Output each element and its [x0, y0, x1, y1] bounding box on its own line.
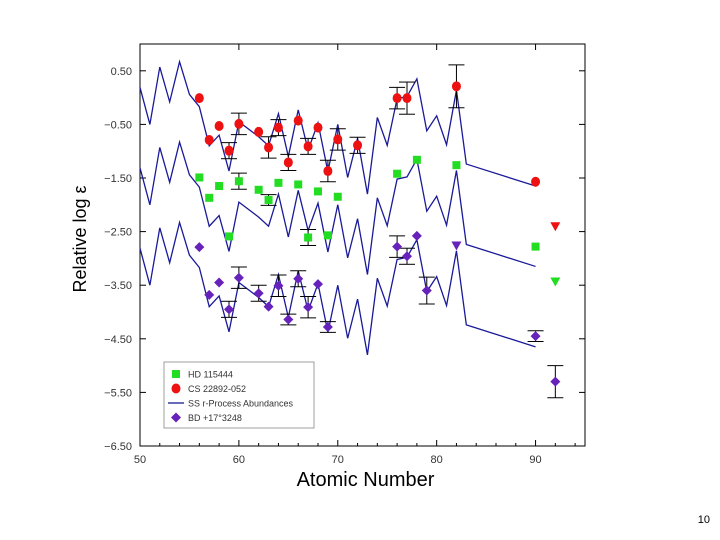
bd17-point: [233, 272, 244, 283]
cs22892-point: [204, 134, 214, 145]
y-tick-label: −2.50: [104, 227, 132, 239]
y-axis-title: Relative log ε: [70, 185, 90, 292]
bd17-point: [411, 230, 422, 241]
legend-label: BD +17°3248: [188, 413, 242, 423]
cs22892-point: [273, 122, 283, 133]
bd17-point: [303, 302, 314, 313]
hd115444-upper-limit: [550, 277, 561, 287]
hd115444-point: [333, 192, 342, 201]
hd115444-point: [254, 185, 263, 194]
hd115444-point: [205, 193, 214, 202]
bd17-point: [392, 241, 403, 252]
legend-marker-cs22892: [171, 383, 181, 394]
hd115444-point: [314, 187, 322, 196]
bd17-point: [263, 301, 274, 312]
x-tick-label: 90: [529, 454, 541, 466]
legend-label: CS 22892-052: [188, 384, 246, 394]
legend-box: [163, 361, 315, 429]
legend-marker-hd115444: [172, 370, 180, 378]
cs22892-point: [264, 142, 274, 153]
y-tick-label: −4.50: [104, 334, 132, 346]
hd115444-point: [393, 169, 402, 178]
hd115444-point: [323, 231, 332, 240]
legend-label: SS r-Process Abundances: [188, 399, 294, 409]
bd17-point: [421, 285, 432, 296]
cs22892-point: [224, 145, 234, 156]
y-tick-label: 0.50: [111, 66, 132, 78]
cs22892-upper-limit: [550, 222, 561, 232]
hd115444-point: [215, 182, 224, 191]
bd17-point: [273, 280, 284, 291]
cs22892-point: [214, 121, 224, 132]
bd17-point: [224, 304, 234, 315]
bd17-point: [313, 279, 323, 290]
x-tick-label: 70: [332, 454, 344, 466]
bd17-point: [402, 251, 412, 262]
bd17-point: [283, 314, 294, 325]
bd17-point: [293, 273, 304, 284]
page-number: 10: [697, 514, 710, 526]
hd115444-point: [264, 195, 273, 204]
cs22892-point: [303, 141, 313, 152]
cs22892-point: [293, 115, 303, 126]
y-tick-label: −5.50: [104, 387, 132, 399]
cs22892-point: [392, 93, 402, 104]
hd115444-point: [225, 232, 233, 241]
hd115444-point: [294, 180, 303, 189]
cs22892-point: [451, 81, 461, 92]
y-tick-label: −1.50: [104, 173, 132, 185]
legend: HD 115444 CS 22892-052 SS r-Process Abunda…: [163, 361, 315, 429]
ss-rprocess-line: [139, 220, 536, 355]
x-tick-label: 60: [233, 454, 245, 466]
hd115444-point: [304, 233, 313, 242]
bd17-point: [550, 376, 561, 387]
bd17-point: [322, 322, 333, 333]
cs22892-point: [353, 140, 363, 151]
cs22892-point: [313, 122, 323, 133]
hd115444-point: [274, 178, 283, 187]
y-tick-label: −6.50: [104, 441, 132, 453]
hd115444-point: [412, 155, 421, 164]
bd17-point: [204, 289, 215, 300]
cs22892-point: [323, 166, 333, 177]
y-tick-label: −3.50: [104, 280, 132, 292]
x-tick-label: 50: [134, 454, 146, 466]
ss-rprocess-line: [139, 139, 536, 275]
bd17-point: [214, 277, 225, 288]
x-axis-title: Atomic Number: [297, 469, 435, 491]
cs22892-point: [254, 126, 264, 137]
plot-frame: [139, 43, 586, 447]
cs22892-point: [283, 157, 293, 168]
bd17-point: [194, 242, 205, 253]
hd115444-point: [531, 242, 540, 251]
cs22892-point: [234, 118, 244, 129]
bd17-point: [253, 288, 264, 299]
legend-marker-bd17: [171, 412, 181, 423]
y-tick-label: −0.50: [104, 119, 132, 131]
cs22892-point: [333, 134, 343, 145]
cs22892-point: [402, 93, 412, 104]
x-tick-label: 80: [431, 454, 443, 466]
bd17-point: [530, 331, 541, 342]
hd115444-point: [234, 177, 243, 186]
bd17-upper-limit: [451, 241, 462, 251]
ss-rprocess-line: [139, 59, 536, 195]
hd115444-point: [452, 161, 461, 170]
cs22892-point: [531, 176, 541, 187]
legend-label: HD 115444: [188, 370, 233, 380]
hd115444-point: [195, 173, 204, 182]
cs22892-point: [194, 93, 204, 104]
